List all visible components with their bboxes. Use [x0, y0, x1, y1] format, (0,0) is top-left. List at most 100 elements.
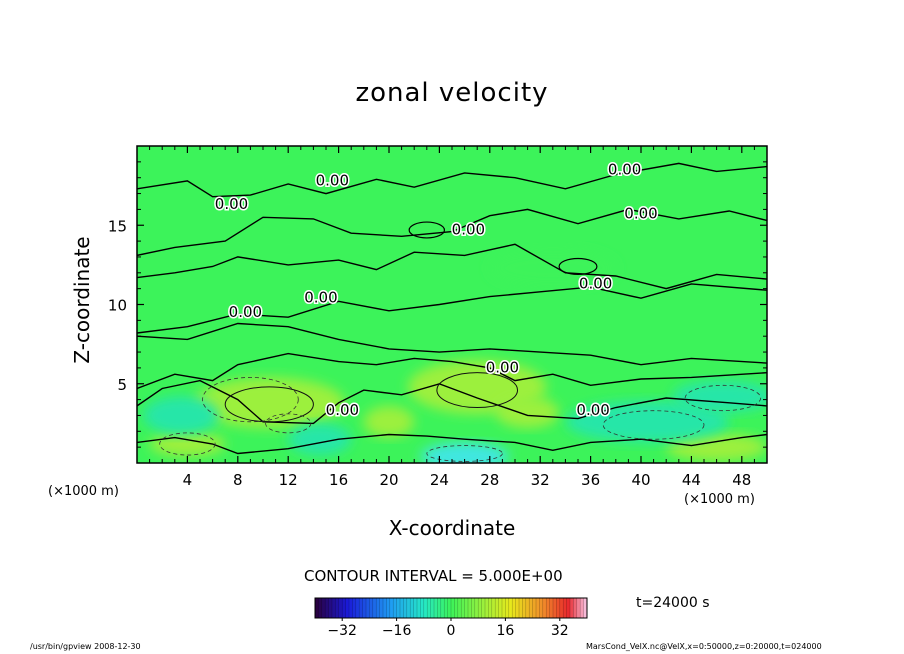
colorbar-cell	[556, 598, 561, 618]
chart-title: zonal velocity	[355, 78, 549, 108]
field-blob	[143, 396, 219, 435]
contour-value-label: 0.00	[624, 205, 657, 223]
colorbar-cell	[491, 598, 496, 618]
contour-value-label: 0.00	[608, 160, 641, 178]
contour-value-label: 0.00	[304, 289, 337, 307]
x-tick-label: 24	[430, 471, 449, 489]
colorbar-cell	[338, 598, 343, 618]
time-label: t=24000 s	[636, 595, 710, 611]
colorbar-cell	[522, 598, 527, 618]
colorbar-cell	[457, 598, 462, 618]
footer-left: /usr/bin/gpview 2008-12-30	[30, 642, 141, 651]
contour-line	[137, 322, 767, 366]
contour-loop	[265, 413, 312, 434]
contour-line	[137, 283, 767, 334]
colorbar-cell	[423, 598, 428, 618]
x-unit-left: (×1000 m)	[48, 484, 119, 499]
field-blob	[363, 405, 415, 438]
colorbar-cell	[359, 598, 364, 618]
colorbar-cell	[566, 598, 571, 618]
colorbar-cell	[349, 598, 353, 618]
contour-loop	[684, 384, 762, 412]
colorbar-cell	[461, 598, 466, 618]
colorbar-cell	[417, 598, 421, 618]
colorbar-cell	[546, 598, 551, 618]
heatmap-field	[137, 146, 767, 463]
colorbar-cell	[362, 598, 367, 618]
field-blob	[149, 431, 226, 457]
colorbar-cell	[437, 598, 442, 618]
x-tick-label: 32	[531, 471, 550, 489]
colorbar-cell	[468, 598, 472, 618]
field-blob	[288, 423, 352, 456]
contour-interval-label: CONTOUR INTERVAL = 5.000E+00	[304, 567, 563, 585]
contour-value-label: 0.00	[486, 358, 519, 376]
x-tick-label: 16	[329, 471, 348, 489]
colorbar-cell	[512, 598, 517, 618]
contour-lines	[137, 162, 767, 462]
contour-value-label: 0.00	[579, 274, 612, 292]
colorbar-cell	[410, 598, 415, 618]
colorbar-cell	[335, 598, 340, 618]
contour-loop	[426, 445, 503, 462]
colorbar-cell	[474, 598, 479, 618]
colorbar-cell	[488, 598, 493, 618]
x-tick-label: 12	[279, 471, 298, 489]
colorbar-cell	[519, 598, 523, 618]
colorbar-cell	[536, 598, 540, 618]
contour-loop	[159, 432, 216, 456]
contour-value-label: 0.00	[452, 221, 485, 239]
field-blob	[666, 432, 767, 462]
contour-value-label: 0.00	[215, 195, 248, 213]
colorbar-cell	[332, 598, 336, 618]
colorbar-cell	[342, 598, 347, 618]
colorbar-tick-label: −16	[382, 623, 412, 639]
x-tick-label: 8	[233, 471, 243, 489]
colorbar-cell	[355, 598, 360, 618]
colorbar-cell	[532, 598, 537, 618]
colorbar-cell	[369, 598, 374, 618]
colorbar-cell	[464, 598, 469, 618]
x-axis-label: X-coordinate	[388, 516, 516, 540]
colorbar-cell	[525, 598, 530, 618]
colorbar-cell	[434, 598, 438, 618]
colorbar-cell	[444, 598, 449, 618]
footer-right: MarsCond_VelX.nc@VelX,x=0:50000,z=0:2000…	[586, 642, 822, 651]
x-unit-right: (×1000 m)	[684, 492, 755, 507]
colorbar-cell	[328, 598, 333, 618]
contour-loop	[202, 377, 299, 423]
colorbar-cell	[495, 598, 500, 618]
colorbar-cell	[352, 598, 357, 618]
colorbar-cell	[559, 598, 564, 618]
contour-value-label: 0.00	[576, 401, 609, 419]
colorbar-cell	[451, 598, 455, 618]
colorbar-cell	[478, 598, 483, 618]
colorbar-cell	[383, 598, 387, 618]
colorbar-cell	[505, 598, 510, 618]
colorbar-cell	[563, 598, 568, 618]
contour-line	[137, 379, 767, 425]
contour-value-label: 0.00	[229, 303, 262, 321]
contour-loop	[408, 221, 446, 239]
contour-line	[137, 352, 767, 390]
colorbar-cell	[372, 598, 377, 618]
contour-labels: 0.00 0.00 0.00 0.00 0.00 0.00 0.00 0.00 0.00 0.00…	[213, 159, 659, 421]
field-blob	[496, 396, 560, 429]
contour-loop	[558, 257, 598, 275]
colorbar-cell	[485, 598, 489, 618]
contour-loop	[224, 386, 314, 423]
colorbar-cell	[583, 598, 588, 618]
x-tick-label: 20	[379, 471, 398, 489]
y-tick-label: 15	[108, 217, 127, 235]
colorbar-cell	[345, 598, 350, 618]
colorbar-cell	[502, 598, 506, 618]
x-tick-label: 48	[732, 471, 751, 489]
contour-line	[137, 433, 767, 455]
colorbar-cell	[403, 598, 408, 618]
contour-line	[137, 162, 767, 198]
colorbar-cell	[400, 598, 404, 618]
field-blob	[420, 442, 509, 463]
contour-value-label: 0.00	[316, 171, 349, 189]
